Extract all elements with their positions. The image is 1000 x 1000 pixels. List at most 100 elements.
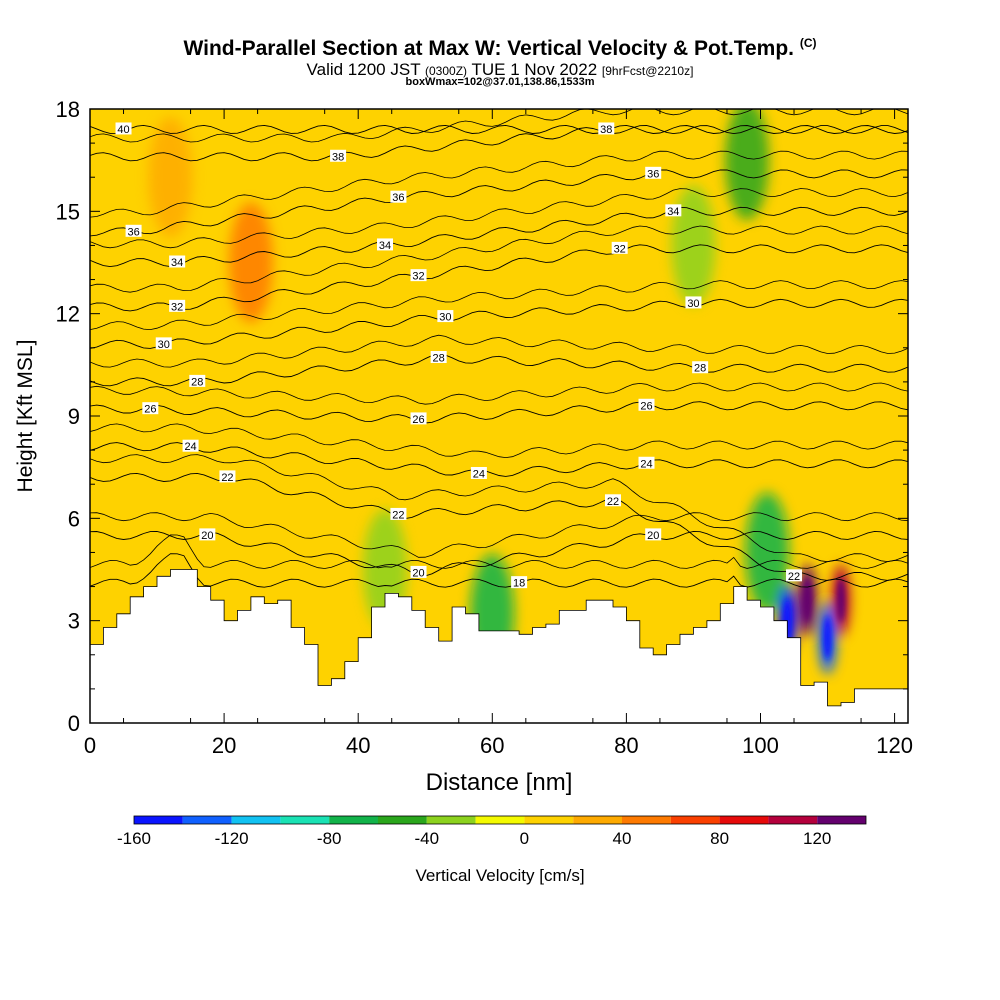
- contour-label-text: 38: [600, 124, 612, 136]
- contour-label: 32: [410, 269, 427, 283]
- terrain-shape: [89, 569, 909, 724]
- contour-label-bg: [645, 528, 662, 541]
- contour-label: 22: [604, 494, 621, 508]
- y-tick-label: 3: [68, 609, 80, 634]
- field-features: [148, 109, 850, 674]
- contour-label: 32: [611, 241, 628, 255]
- x-tick-label: 20: [212, 733, 236, 758]
- colorbar-bin: [719, 816, 769, 824]
- contour-label-bg: [219, 470, 236, 483]
- colorbar-bin: [182, 816, 232, 824]
- colorbar: -160 -120 -80 -40 0 40 80 120: [117, 815, 867, 848]
- velocity-core: [823, 615, 832, 660]
- y-tick-label: 0: [68, 711, 80, 736]
- theta-contour: [90, 109, 908, 143]
- contour-label-bg: [199, 528, 216, 541]
- contour-label: 28: [189, 374, 206, 388]
- contour-label-text: 34: [667, 206, 679, 218]
- contour-label: 20: [645, 528, 662, 542]
- contour-label-text: 34: [379, 240, 391, 252]
- chart-title-text: Wind-Parallel Section at Max W: Vertical…: [183, 37, 794, 60]
- contour-label-bg: [598, 122, 615, 135]
- contour-label-bg: [182, 439, 199, 452]
- colorbar-bin: [329, 816, 378, 824]
- contour-label-text: 36: [127, 226, 139, 238]
- x-tick-label: 60: [480, 733, 504, 758]
- x-tick-label: 80: [614, 733, 638, 758]
- contour-label-bg: [390, 507, 407, 520]
- contour-label: 22: [786, 569, 803, 583]
- contour-label: 24: [470, 466, 487, 480]
- contour-label-text: 18: [513, 578, 525, 590]
- contour-label-bg: [685, 296, 702, 309]
- contour-label-bg: [437, 310, 454, 323]
- colorbar-tick-label: 40: [613, 829, 632, 848]
- colorbar-tick-label: -160: [117, 829, 151, 848]
- valid-utc: (0300Z): [425, 64, 468, 78]
- contour-label-bg: [125, 224, 142, 237]
- colorbar-bin: [378, 816, 427, 824]
- contour-label: 28: [430, 351, 447, 365]
- y-axis-label: Height [Kft MSL]: [14, 340, 37, 493]
- velocity-cell: [745, 492, 790, 613]
- chart-title: Wind-Parallel Section at Max W: Vertical…: [0, 36, 1000, 61]
- contour-label: 22: [390, 507, 407, 521]
- theta-contour: [90, 125, 908, 162]
- contour-label-text: 28: [433, 353, 445, 365]
- theta-contour: [90, 353, 908, 387]
- contour-label-text: 22: [607, 496, 619, 508]
- contour-label: 28: [692, 361, 709, 375]
- contour-label: 24: [638, 456, 655, 470]
- copyright-tag: (C): [799, 36, 817, 50]
- theta-contour: [90, 423, 908, 459]
- box-info: boxWmax=102@37.01,138.86,1533m: [405, 76, 595, 88]
- x-tick-label: 100: [742, 733, 779, 758]
- theta-contour: [90, 401, 908, 424]
- field-cores: [783, 578, 845, 660]
- theta-contour: [90, 553, 908, 588]
- colorbar-bin: [475, 816, 525, 824]
- theta-contour: [90, 512, 908, 558]
- contour-label-bg: [330, 149, 347, 162]
- contour-label-text: 34: [171, 257, 183, 269]
- colorbar-bin: [426, 816, 476, 824]
- contour-label-text: 22: [392, 509, 404, 521]
- contour-label: 34: [377, 238, 394, 252]
- contour-label: 30: [437, 310, 454, 324]
- contour-label-bg: [511, 576, 528, 589]
- contour-label: 24: [182, 439, 199, 453]
- y-tick-label: 12: [56, 302, 80, 327]
- colorbar-label: Vertical Velocity [cm/s]: [415, 866, 584, 885]
- contour-label-text: 30: [687, 298, 699, 310]
- contour-label-text: 26: [412, 414, 424, 426]
- terrain-mask: [89, 569, 909, 724]
- theta-contour: [90, 124, 908, 134]
- colorbar-bin: [817, 816, 866, 824]
- contour-label-text: 26: [144, 404, 156, 416]
- contour-label: 30: [685, 296, 702, 310]
- x-tick-label: 0: [84, 733, 96, 758]
- contour-label: 36: [125, 224, 142, 238]
- colorbar-tick-label: 80: [710, 829, 729, 848]
- forecast-info: [9hrFcst@2210z]: [601, 64, 694, 78]
- contour-label-bg: [786, 569, 803, 582]
- contour-label-bg: [189, 374, 206, 387]
- theta-contour: [90, 244, 908, 312]
- contour-label-bg: [169, 255, 186, 268]
- x-tick-label: 120: [876, 733, 913, 758]
- contour-label: 20: [199, 528, 216, 542]
- colorbar-bin: [670, 816, 720, 824]
- contour-label: 34: [665, 204, 682, 218]
- theta-contour: [90, 454, 908, 563]
- contour-label: 30: [155, 337, 172, 351]
- velocity-cell: [725, 109, 770, 221]
- contour-label: 26: [410, 412, 427, 426]
- contour-label: 34: [169, 255, 186, 269]
- contour-label-text: 40: [117, 124, 129, 136]
- valid-prefix: Valid 1200 JST: [306, 60, 421, 79]
- contour-label-text: 20: [412, 567, 424, 579]
- x-tick-label: 40: [346, 733, 370, 758]
- contour-label-bg: [142, 402, 159, 415]
- theta-contour: [90, 298, 908, 349]
